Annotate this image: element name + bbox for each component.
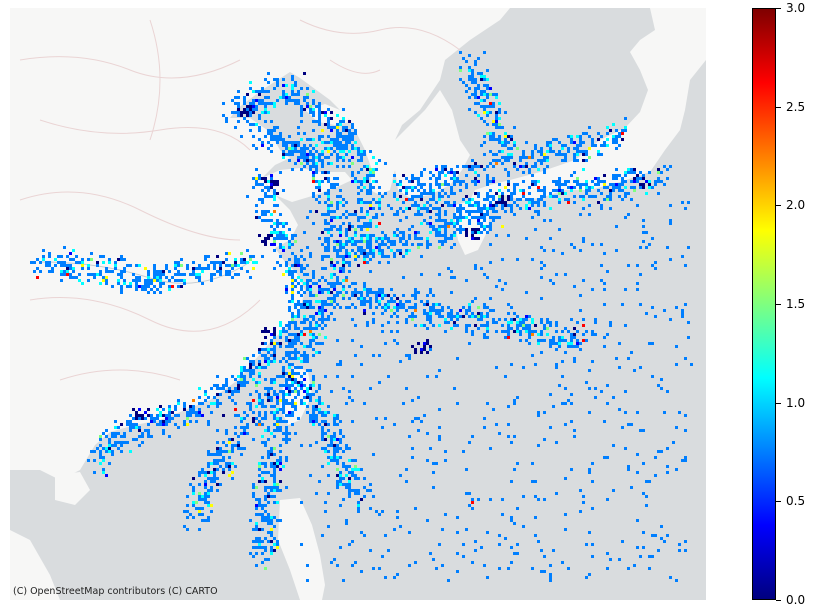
colorbar-tick-label: 1.5 (786, 297, 806, 311)
colorbar-tick-label: 0.0 (786, 593, 806, 607)
liaodong-land (305, 104, 350, 125)
map-panel[interactable]: (C) OpenStreetMap contributors (C) CARTO (10, 8, 706, 600)
colorbar-tick-mark (776, 106, 781, 108)
colorbar-tick-label: 1.0 (786, 395, 806, 410)
japan-land (470, 8, 706, 210)
colorbar-tick-mark (776, 205, 781, 207)
shandong-land (262, 168, 352, 202)
colorbar-tick-mark (776, 8, 781, 9)
mainland-china-land (10, 8, 510, 480)
colorbar-tick-label: 2.0 (786, 198, 806, 213)
basemap (10, 8, 706, 600)
hainan-land (55, 472, 90, 505)
colorbar-tick-mark (776, 600, 781, 601)
colorbar (752, 8, 776, 600)
colorbar-tick-label: 0.5 (786, 494, 806, 509)
vessel-density-heatmap (30, 51, 693, 582)
colorbar-tick-label: 3.0 (786, 1, 806, 15)
luzon-land (278, 498, 325, 600)
map-attribution: (C) OpenStreetMap contributors (C) CARTO (13, 586, 218, 597)
colorbar-tick-mark (776, 402, 781, 404)
southwest-land (10, 530, 60, 600)
colorbar-tick-mark (776, 304, 781, 305)
colorbar-tick-mark (776, 501, 781, 503)
colorbar-tick-label: 2.5 (786, 99, 806, 114)
